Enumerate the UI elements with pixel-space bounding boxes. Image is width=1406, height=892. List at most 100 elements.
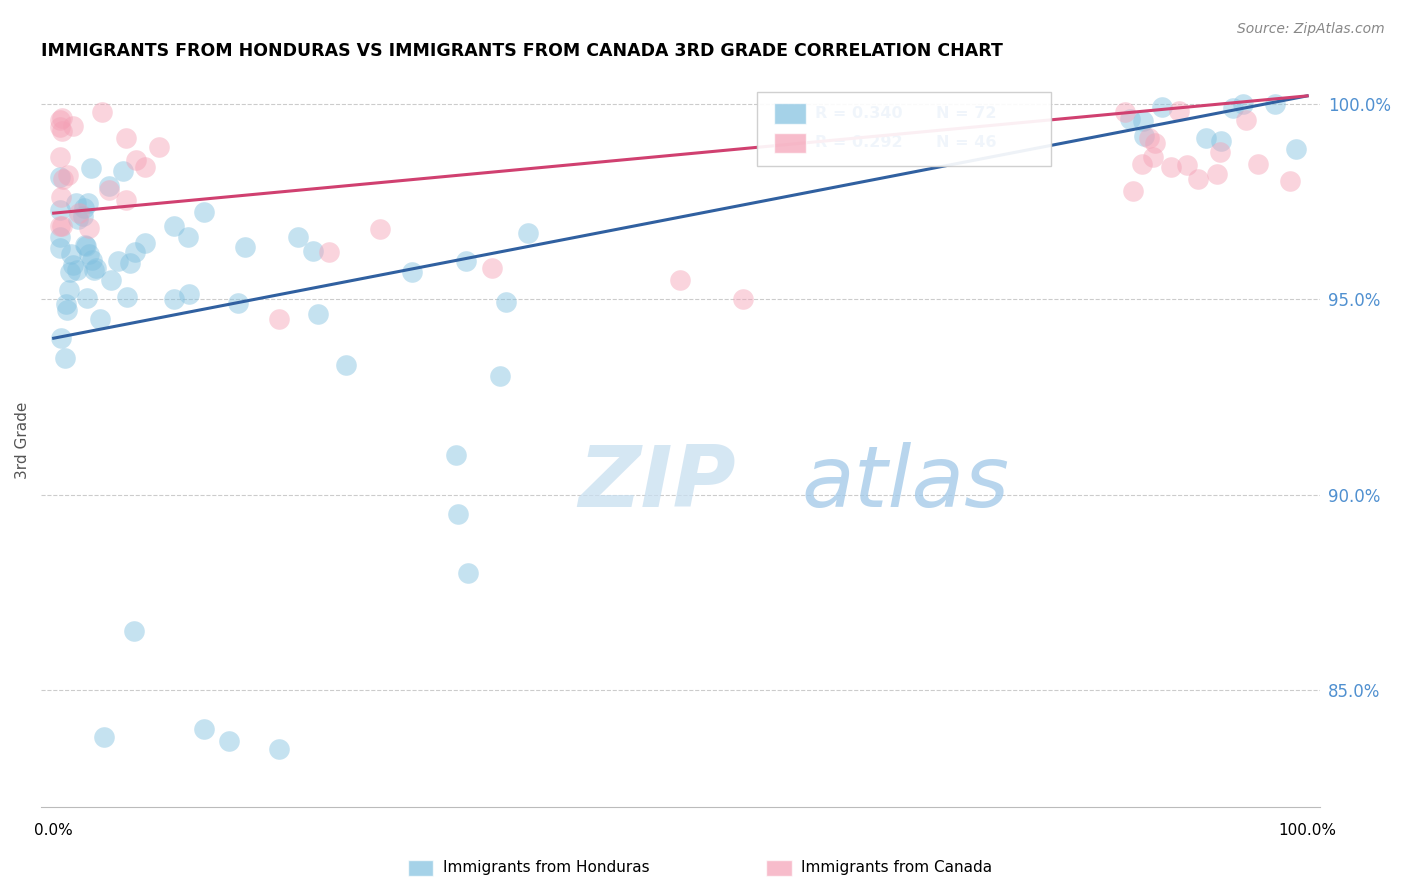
Point xyxy=(134,160,156,174)
Point xyxy=(51,124,73,138)
Point xyxy=(1285,142,1308,156)
Point xyxy=(77,247,100,261)
Point xyxy=(1222,101,1244,115)
Point xyxy=(1167,104,1189,119)
Point xyxy=(1142,150,1164,164)
Point xyxy=(269,311,291,326)
Point xyxy=(115,290,138,304)
Point xyxy=(1195,131,1218,145)
Point xyxy=(82,253,104,268)
Point xyxy=(62,120,84,134)
Text: N = 46: N = 46 xyxy=(936,136,997,151)
Point xyxy=(124,245,146,260)
Text: atlas: atlas xyxy=(801,442,1010,525)
Text: Immigrants from Canada: Immigrants from Canada xyxy=(801,861,993,875)
Point xyxy=(49,230,72,244)
Point xyxy=(66,212,89,227)
Point xyxy=(218,733,240,747)
Point xyxy=(1144,136,1167,151)
Point xyxy=(193,722,215,736)
Point xyxy=(1133,128,1156,143)
Point xyxy=(1137,131,1160,145)
Point xyxy=(1209,134,1232,148)
Point xyxy=(115,131,138,145)
Point xyxy=(1175,158,1198,172)
Text: IMMIGRANTS FROM HONDURAS VS IMMIGRANTS FROM CANADA 3RD GRADE CORRELATION CHART: IMMIGRANTS FROM HONDURAS VS IMMIGRANTS F… xyxy=(41,42,1002,60)
Point xyxy=(77,220,100,235)
Text: R = 0.340: R = 0.340 xyxy=(814,106,903,121)
Point xyxy=(53,351,76,365)
Point xyxy=(163,219,186,233)
Point xyxy=(226,296,249,310)
Point xyxy=(49,120,72,135)
Point xyxy=(269,741,291,756)
Point xyxy=(302,244,325,259)
Point xyxy=(59,247,82,261)
Point xyxy=(72,209,94,223)
FancyBboxPatch shape xyxy=(756,92,1052,166)
Point xyxy=(89,311,111,326)
Point xyxy=(1118,112,1140,127)
Point xyxy=(318,245,340,260)
Point xyxy=(58,284,80,298)
FancyBboxPatch shape xyxy=(773,133,806,153)
Point xyxy=(1160,160,1182,174)
Point xyxy=(84,260,107,275)
Point xyxy=(447,507,470,521)
Point xyxy=(98,183,121,197)
Point xyxy=(83,263,105,277)
Point xyxy=(368,221,391,235)
Point xyxy=(669,272,692,286)
Point xyxy=(56,168,79,182)
Point xyxy=(193,205,215,219)
Point xyxy=(55,297,77,311)
Text: Source: ZipAtlas.com: Source: ZipAtlas.com xyxy=(1237,22,1385,37)
Point xyxy=(80,161,103,175)
Point xyxy=(335,358,357,372)
Point xyxy=(163,292,186,306)
Point xyxy=(49,331,72,345)
Point xyxy=(454,254,477,268)
Point xyxy=(233,240,256,254)
Point xyxy=(49,190,72,204)
Point xyxy=(517,226,540,240)
Point xyxy=(77,195,100,210)
Point xyxy=(66,263,89,277)
Point xyxy=(731,292,754,306)
Point xyxy=(49,169,72,184)
Point xyxy=(98,179,121,194)
Point xyxy=(76,291,98,305)
Point xyxy=(1132,114,1154,128)
Text: 100.0%: 100.0% xyxy=(1278,823,1336,838)
Point xyxy=(124,153,146,167)
Point xyxy=(100,272,122,286)
Point xyxy=(51,219,73,233)
Point xyxy=(67,206,90,220)
Point xyxy=(59,265,82,279)
Point xyxy=(49,241,72,255)
Point xyxy=(51,112,73,126)
Point xyxy=(1208,145,1230,160)
Point xyxy=(1130,157,1153,171)
Text: Immigrants from Honduras: Immigrants from Honduras xyxy=(443,861,650,875)
Point xyxy=(1152,100,1174,114)
Text: 0.0%: 0.0% xyxy=(34,823,73,838)
Point xyxy=(177,286,200,301)
Text: ZIP: ZIP xyxy=(578,442,735,525)
Point xyxy=(1121,184,1143,198)
Point xyxy=(115,194,138,208)
Point xyxy=(1206,168,1229,182)
Point xyxy=(495,295,517,310)
Point xyxy=(49,219,72,233)
Point xyxy=(62,258,84,272)
Point xyxy=(287,230,309,244)
Point xyxy=(134,235,156,250)
Point xyxy=(457,566,479,580)
Point xyxy=(1264,96,1286,111)
Point xyxy=(49,113,72,128)
Point xyxy=(75,239,97,253)
Point xyxy=(148,140,170,154)
Point xyxy=(107,253,129,268)
Point xyxy=(122,624,145,639)
Point xyxy=(49,150,72,164)
